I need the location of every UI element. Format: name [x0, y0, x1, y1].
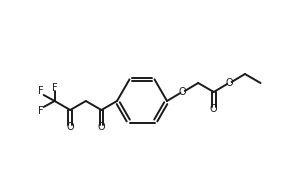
Text: O: O — [179, 87, 186, 97]
Text: O: O — [210, 104, 218, 114]
Text: F: F — [52, 83, 57, 93]
Text: O: O — [226, 78, 233, 88]
Text: O: O — [66, 122, 74, 132]
Text: O: O — [98, 122, 105, 132]
Text: F: F — [38, 86, 44, 96]
Text: F: F — [38, 106, 44, 116]
